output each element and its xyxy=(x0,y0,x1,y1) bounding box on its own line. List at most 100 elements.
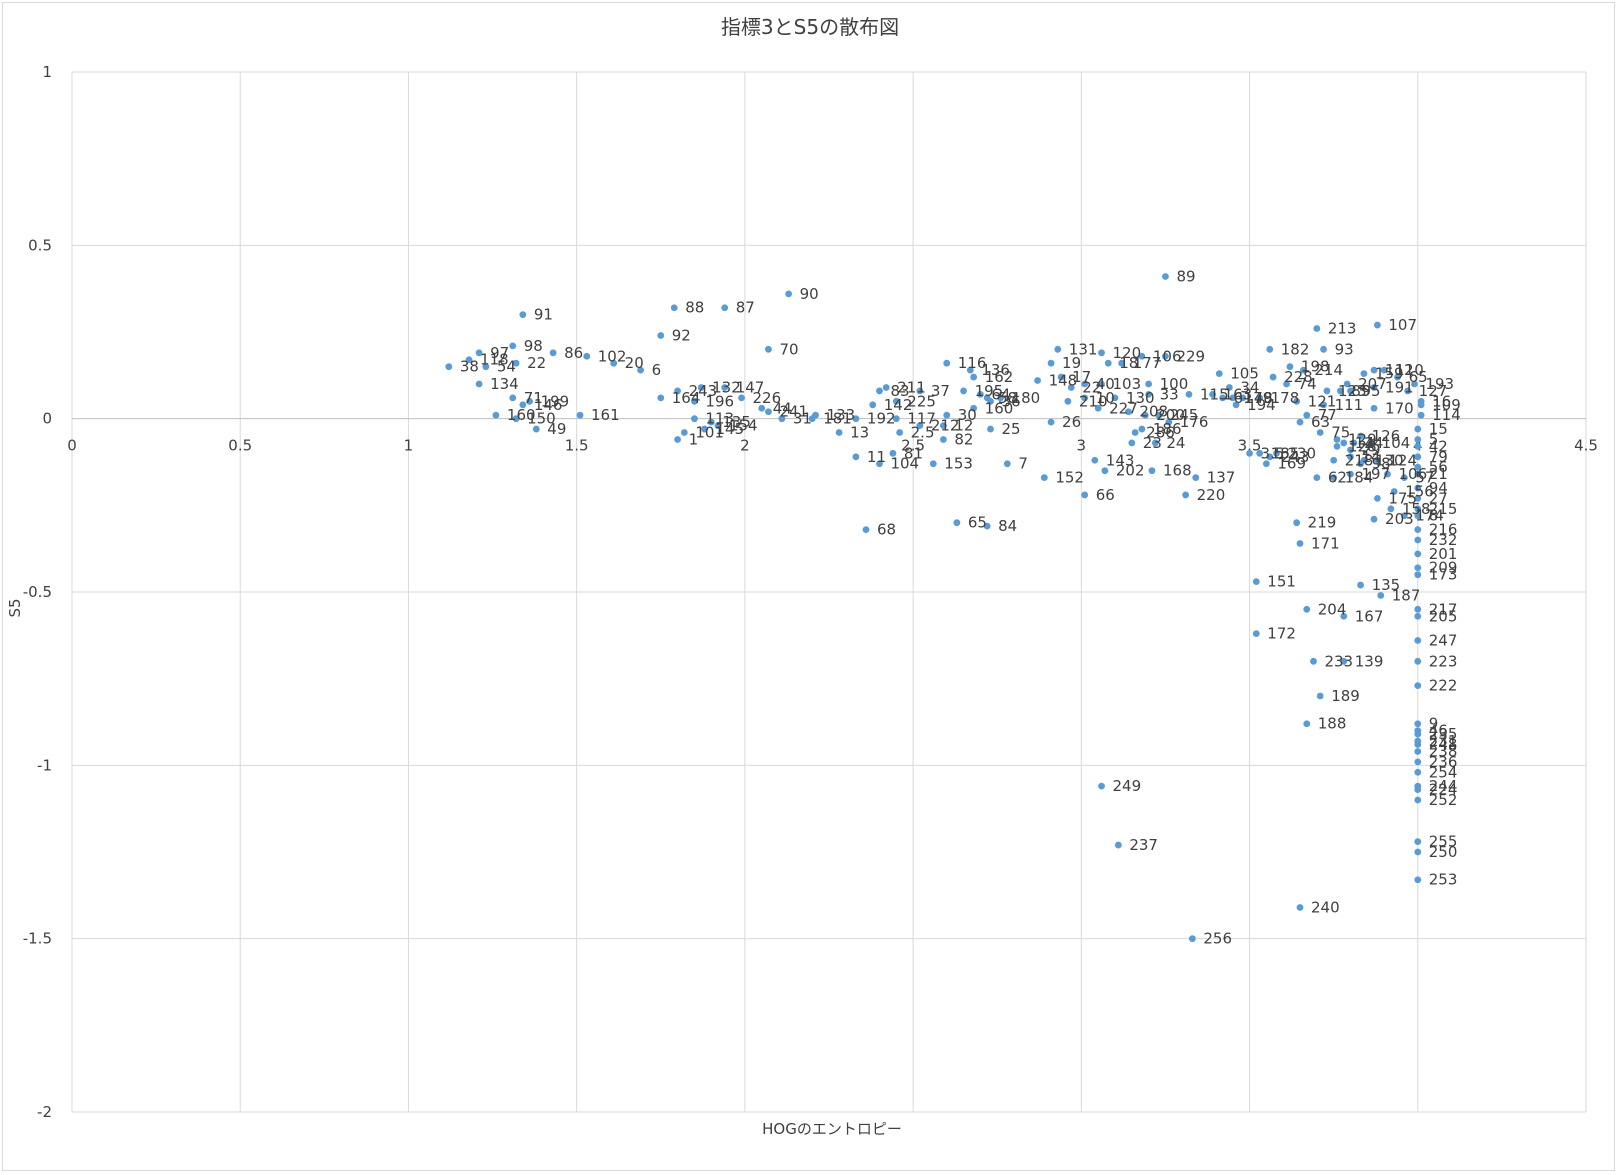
data-point xyxy=(1370,515,1378,523)
data-point xyxy=(1273,449,1280,457)
data-point xyxy=(1347,470,1354,478)
data-point xyxy=(1340,657,1348,665)
data-point xyxy=(1417,411,1425,419)
data-point xyxy=(765,408,772,416)
data-point xyxy=(953,519,961,527)
axes xyxy=(71,72,1586,1112)
data-label: 15 xyxy=(1429,420,1448,438)
data-label: 128 xyxy=(1348,437,1377,455)
data-label: 179 xyxy=(1244,389,1273,407)
data-label: 65 xyxy=(968,514,987,532)
data-point xyxy=(1094,404,1102,412)
data-point xyxy=(1336,387,1344,395)
data-label: 132 xyxy=(712,378,741,396)
data-point xyxy=(482,363,490,371)
data-point xyxy=(1188,935,1196,943)
data-point xyxy=(1370,366,1378,374)
data-point xyxy=(1414,470,1422,478)
data-label: 244 xyxy=(1429,777,1458,795)
data-point xyxy=(670,304,678,312)
data-point xyxy=(1064,397,1072,405)
data-label: 182 xyxy=(1281,340,1310,358)
data-label: 129 xyxy=(1348,430,1377,448)
data-label: 218 xyxy=(1345,451,1374,469)
data-label: 130 xyxy=(1126,389,1155,407)
data-label: 243 xyxy=(1281,448,1310,466)
data-point xyxy=(1040,474,1048,481)
data-label: 164 xyxy=(672,389,701,407)
data-label: 127 xyxy=(1419,382,1448,400)
data-label: 37 xyxy=(931,382,950,400)
data-label: 174 xyxy=(1415,507,1444,525)
data-point xyxy=(1414,463,1422,471)
data-label: 21 xyxy=(1429,465,1448,483)
data-label: 185 xyxy=(1271,444,1300,462)
data-label: 56 xyxy=(1429,458,1448,476)
data-label: 70 xyxy=(779,340,798,358)
data-label: 214 xyxy=(1314,361,1343,379)
data-point xyxy=(1138,425,1146,433)
data-point xyxy=(1286,363,1294,371)
data-label: 180 xyxy=(1012,389,1041,407)
data-label: 249 xyxy=(1113,777,1142,795)
data-label: 137 xyxy=(1207,469,1236,487)
data-label: 245 xyxy=(1170,406,1199,424)
data-point xyxy=(1165,418,1173,426)
data-point xyxy=(721,384,729,391)
data-label: 189 xyxy=(1331,687,1360,705)
data-point xyxy=(576,411,584,419)
data-point xyxy=(1370,404,1378,412)
data-point xyxy=(1414,512,1422,520)
data-point xyxy=(697,384,705,391)
data-point xyxy=(1387,505,1395,513)
data-label: 77 xyxy=(1318,406,1337,424)
data-label: 188 xyxy=(1318,715,1347,733)
data-point xyxy=(1293,397,1301,405)
data-point xyxy=(943,359,951,367)
data-label: 24 xyxy=(1166,434,1185,452)
x-tick-label: 1 xyxy=(404,437,414,455)
data-label: 97 xyxy=(490,344,509,362)
data-point xyxy=(610,359,618,367)
data-point xyxy=(532,425,540,433)
data-label: 23 xyxy=(1143,434,1162,452)
data-point xyxy=(512,359,520,367)
data-label: 205 xyxy=(1429,607,1458,625)
y-tick-label: 0.5 xyxy=(28,236,52,254)
data-point xyxy=(492,411,500,419)
data-point xyxy=(1003,460,1011,468)
data-label: 248 xyxy=(1429,736,1458,754)
data-point xyxy=(1414,550,1422,558)
data-point xyxy=(701,425,708,433)
data-point xyxy=(1340,612,1348,620)
data-point xyxy=(1313,474,1321,481)
data-point xyxy=(509,342,517,350)
data-label: 118 xyxy=(480,351,509,369)
data-point xyxy=(657,394,665,402)
data-point xyxy=(1104,359,1112,367)
data-label: 68 xyxy=(877,521,896,539)
data-point xyxy=(1303,605,1311,613)
data-label: 160 xyxy=(985,399,1014,417)
data-label: 42 xyxy=(1429,437,1448,455)
data-label: 193 xyxy=(1425,375,1454,393)
data-label: 197 xyxy=(1361,465,1390,483)
data-point xyxy=(1162,273,1169,280)
data-point xyxy=(1145,380,1153,388)
data-label: 66 xyxy=(1096,486,1115,504)
data-label: 5 xyxy=(1429,430,1439,448)
data-point xyxy=(1219,394,1227,402)
data-label: 13 xyxy=(850,424,869,442)
data-point xyxy=(1131,429,1139,436)
data-point xyxy=(1269,373,1277,381)
data-point xyxy=(1128,439,1136,447)
data-label: 84 xyxy=(998,517,1017,535)
data-point xyxy=(1370,384,1378,391)
data-point xyxy=(1313,325,1321,332)
data-point xyxy=(1414,741,1422,748)
data-point xyxy=(960,387,967,395)
data-label: 40 xyxy=(1096,375,1115,393)
data-label: 8 xyxy=(1429,507,1439,525)
data-label: 170 xyxy=(1385,399,1414,417)
data-label: 31 xyxy=(793,410,812,428)
